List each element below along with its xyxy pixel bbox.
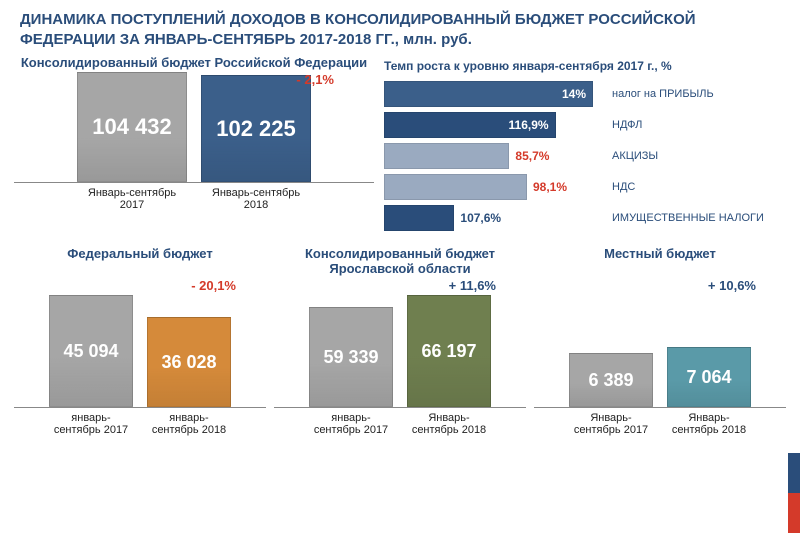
growth-bar-label: НДФЛ xyxy=(612,119,642,131)
growth-bar-row: 14% налог на ПРИБЫЛЬ xyxy=(384,81,786,107)
growth-bar-row: 116,9% НДФЛ xyxy=(384,112,786,138)
bar-label: январь-сентябрь 2017 xyxy=(49,412,133,436)
flag-stripe xyxy=(788,413,800,453)
flag-decoration xyxy=(788,413,800,533)
growth-bar-label: ИМУЩЕСТВЕННЫЕ НАЛОГИ xyxy=(612,212,764,224)
growth-bar-label: АКЦИЗЫ xyxy=(612,150,658,162)
bar: 104 432 xyxy=(77,72,187,182)
bar-label: январь-сентябрь 2017 xyxy=(309,412,393,436)
chart-small: Консолидированный бюджет Ярославской обл… xyxy=(274,246,526,436)
chart-title: Консолидированный бюджет Российской Феде… xyxy=(14,55,374,70)
growth-bar-row: 85,7% АКЦИЗЫ xyxy=(384,143,786,169)
bar: 7 064 xyxy=(667,347,751,407)
flag-stripe xyxy=(788,453,800,493)
page-title: ДИНАМИКА ПОСТУПЛЕНИЙ ДОХОДОВ В КОНСОЛИДИ… xyxy=(0,0,800,55)
bar-label: Январь-сентябрь 2018 xyxy=(201,187,311,211)
delta-label: - 20,1% xyxy=(14,278,266,293)
growth-title: Темп роста к уровню января-сентября 2017… xyxy=(384,59,786,73)
bar: 6 389 xyxy=(569,353,653,407)
bar-label: Январь-сентябрь 2018 xyxy=(407,412,491,436)
growth-bar: 14% xyxy=(384,81,593,107)
bar-label: Январь-сентябрь 2017 xyxy=(77,187,187,211)
chart-small: Местный бюджет+ 10,6% 6 389 7 064 Январь-се… xyxy=(534,246,786,436)
growth-bar: 85,7% xyxy=(384,143,509,169)
bar-label: Январь-сентябрь 2017 xyxy=(569,412,653,436)
chart-title: Федеральный бюджет xyxy=(14,246,266,278)
growth-bar-row: 107,6% ИМУЩЕСТВЕННЫЕ НАЛОГИ xyxy=(384,205,786,231)
growth-bar: 116,9% xyxy=(384,112,556,138)
bar-label: Январь-сентябрь 2018 xyxy=(667,412,751,436)
bar: 102 225 xyxy=(201,75,311,182)
bar-label: январь-сентябрь 2018 xyxy=(147,412,231,436)
flag-stripe xyxy=(788,493,800,533)
delta-label: - 2,1% xyxy=(296,72,334,87)
growth-panel: Темп роста к уровню января-сентября 2017… xyxy=(384,55,786,236)
growth-bar: 98,1% xyxy=(384,174,527,200)
bar: 36 028 xyxy=(147,317,231,407)
growth-bar-label: налог на ПРИБЫЛЬ xyxy=(612,88,714,100)
growth-bar-row: 98,1% НДС xyxy=(384,174,786,200)
bar: 59 339 xyxy=(309,307,393,407)
bar: 45 094 xyxy=(49,295,133,407)
growth-bar-label: НДС xyxy=(612,181,635,193)
chart-consolidated-rf: Консолидированный бюджет Российской Феде… xyxy=(14,55,374,236)
delta-label: + 10,6% xyxy=(534,278,786,293)
delta-label: + 11,6% xyxy=(274,278,526,293)
chart-small: Федеральный бюджет- 20,1% 45 09436 028 янв… xyxy=(14,246,266,436)
chart-title: Консолидированный бюджет Ярославской обл… xyxy=(274,246,526,278)
growth-bar: 107,6% xyxy=(384,205,454,231)
chart-title: Местный бюджет xyxy=(534,246,786,278)
bar: 66 197 xyxy=(407,295,491,407)
